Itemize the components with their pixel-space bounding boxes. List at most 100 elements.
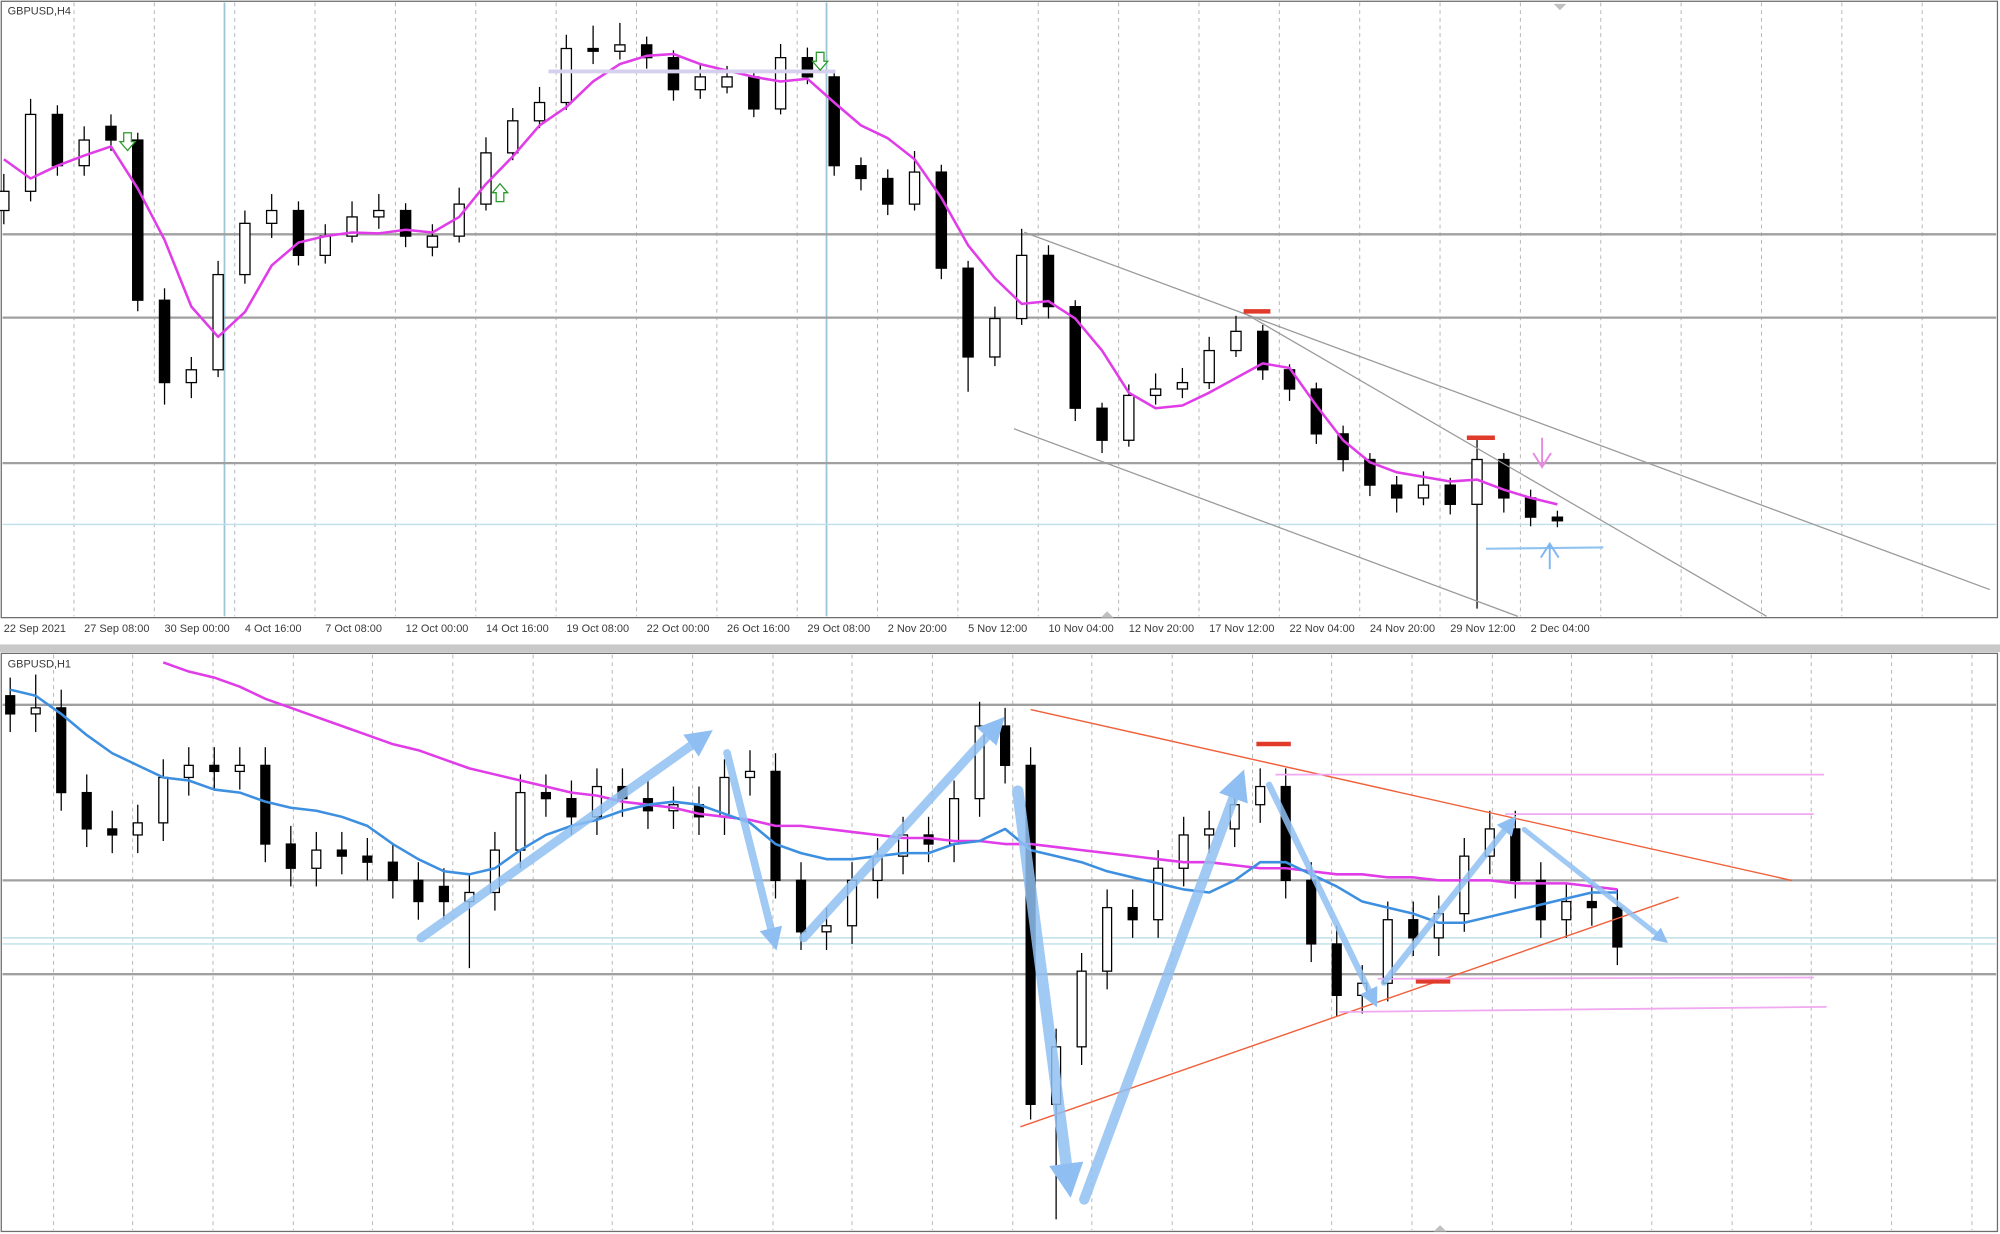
candle-body — [1123, 394, 1135, 441]
candle-body — [78, 139, 90, 167]
candle-body — [1561, 900, 1572, 921]
candle-body — [948, 798, 960, 845]
candle-body — [107, 828, 118, 836]
candle-body — [1076, 970, 1087, 1048]
candle-body — [774, 57, 787, 110]
x-tick-label: 2 Nov 20:00 — [888, 623, 947, 635]
candle-body — [667, 57, 680, 91]
candle-body — [212, 273, 224, 371]
candle-body — [105, 125, 117, 141]
drawings — [118, 3, 1991, 1232]
shift-marker — [1553, 3, 1567, 11]
wave-arrow — [1521, 826, 1669, 944]
candle-body — [882, 177, 894, 205]
candle-body — [260, 764, 271, 845]
signal-arrow — [118, 132, 137, 152]
candle-body — [438, 885, 449, 903]
candle-body — [489, 849, 500, 894]
shift-marker — [1433, 1225, 1447, 1232]
candle-body — [560, 47, 573, 104]
moving-average — [9, 688, 1618, 925]
wave-arrow — [1012, 785, 1084, 1198]
candle-body — [1015, 254, 1028, 320]
candle-body — [292, 209, 305, 257]
x-tick-label: 14 Oct 16:00 — [486, 623, 549, 635]
candle-body — [1586, 900, 1597, 909]
trend-line — [1013, 428, 1519, 617]
pane-separator — [0, 644, 2000, 653]
drawn-line — [1339, 1005, 1827, 1013]
candle-body — [239, 222, 251, 276]
candle-body — [1176, 381, 1189, 390]
candle-body — [640, 44, 653, 59]
candle-body — [413, 879, 424, 903]
candle-body — [1390, 484, 1403, 499]
wave-arrow — [723, 749, 783, 951]
drawn-line — [1485, 546, 1604, 550]
candle-body — [1127, 906, 1138, 921]
x-tick-label: 22 Oct 00:00 — [647, 623, 710, 635]
candle-body — [1612, 906, 1623, 948]
wave-arrow — [416, 730, 713, 943]
candle-body — [346, 216, 358, 237]
candle-body — [362, 855, 373, 863]
wave-arrows — [416, 716, 1669, 1205]
candle-body — [1153, 867, 1164, 921]
candle-body — [1498, 458, 1510, 499]
pane-title: GBPUSD,H1 — [8, 659, 71, 671]
candle-body — [1306, 879, 1317, 945]
pane-frame — [0, 652, 1999, 1233]
candle-body — [801, 57, 814, 78]
candle-body — [566, 798, 577, 818]
candle-body — [1230, 330, 1242, 352]
candle-body — [319, 235, 331, 257]
candle-body — [426, 235, 439, 248]
candle-body — [795, 879, 807, 933]
x-tick-label: 29 Nov 12:00 — [1450, 623, 1515, 635]
candle-body — [515, 791, 526, 851]
candle-body — [540, 791, 552, 800]
x-tick-label: 5 Nov 12:00 — [968, 623, 1027, 635]
trend-line — [1024, 231, 1991, 591]
trend-line — [1243, 312, 1767, 617]
candle-body — [1000, 725, 1011, 766]
candle-body — [1510, 828, 1521, 882]
x-tick-label: 24 Nov 20:00 — [1370, 623, 1435, 635]
wave-arrow — [1079, 769, 1248, 1205]
candle-body — [183, 764, 194, 779]
candle-body — [1408, 919, 1419, 939]
wave-arrow — [1380, 815, 1517, 986]
x-tick-label: 22 Nov 04:00 — [1290, 623, 1355, 635]
x-tick-label: 17 Nov 12:00 — [1209, 623, 1274, 635]
x-tick-label: 7 Oct 08:00 — [325, 623, 382, 635]
wave-arrow — [799, 716, 1005, 943]
candle-body — [0, 190, 10, 212]
candle-body — [1149, 388, 1162, 397]
candle-body — [1417, 484, 1430, 499]
candle-body — [828, 76, 840, 167]
candle-body — [265, 209, 278, 224]
candle-body — [1331, 943, 1342, 997]
x-tick-label: 27 Sep 08:00 — [84, 623, 149, 635]
candle-body — [1524, 497, 1537, 518]
candle-body — [1042, 254, 1055, 308]
buy-arrow — [1540, 541, 1560, 570]
candle-body — [480, 152, 492, 205]
candle-body — [614, 44, 626, 52]
candle-body — [1178, 834, 1189, 869]
candle-body — [1364, 458, 1376, 486]
candle-body — [748, 76, 760, 110]
candle-body — [81, 791, 92, 830]
candle-body — [5, 695, 16, 715]
candle-body — [1069, 305, 1081, 409]
drawn-line — [1377, 976, 1814, 980]
x-tick-label: 2 Dec 04:00 — [1531, 623, 1590, 635]
x-tick-label: 12 Oct 00:00 — [406, 623, 469, 635]
candle-body — [1102, 906, 1113, 972]
candle-body — [694, 76, 706, 91]
labels: GBPUSD,H4 22 Sep 2021 27 Sep 08:00 30 Sep 0… — [4, 5, 1590, 670]
wave-arrow — [1265, 781, 1378, 1008]
candle-body — [1444, 484, 1456, 505]
